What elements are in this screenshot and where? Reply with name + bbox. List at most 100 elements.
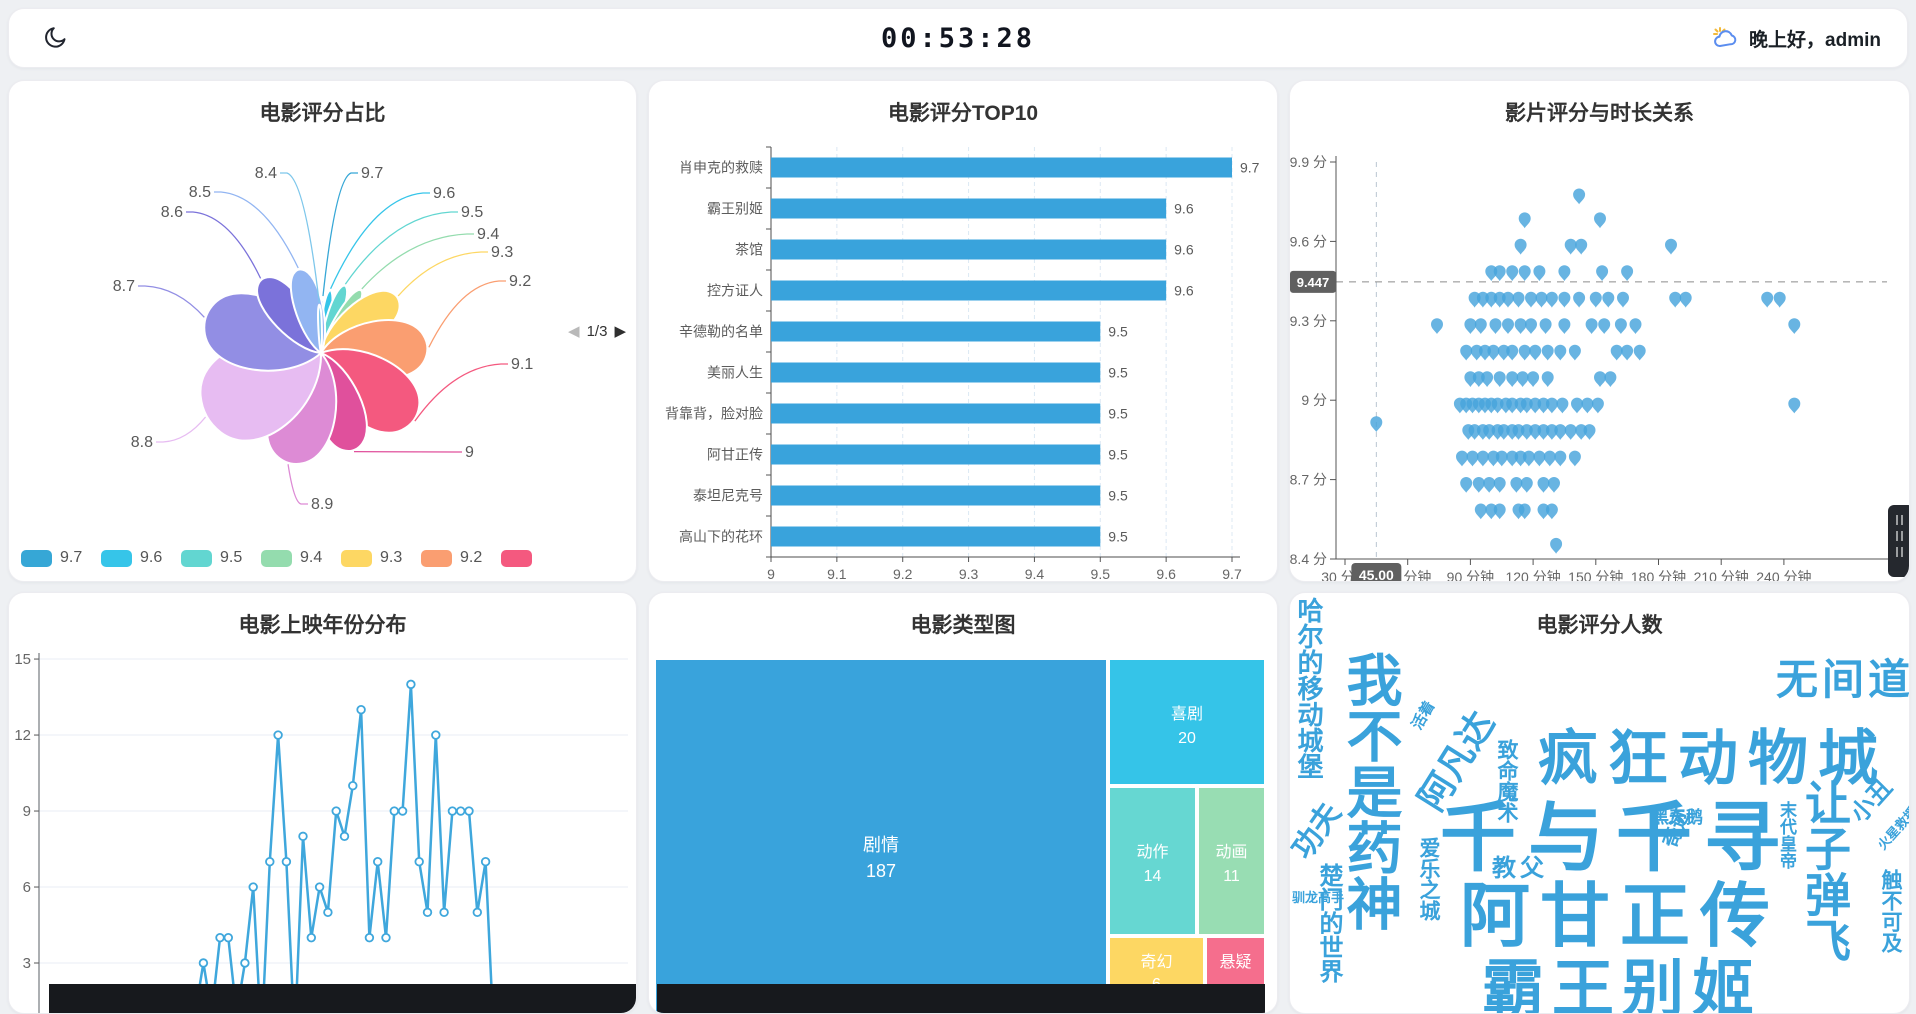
scatter-point[interactable] bbox=[1621, 265, 1633, 281]
scatter-point[interactable] bbox=[1506, 265, 1518, 281]
line-point[interactable] bbox=[332, 807, 340, 815]
rose-chart[interactable]: 9.79.69.59.49.39.29.198.98.88.78.68.58.4 bbox=[9, 81, 636, 581]
scatter-point[interactable] bbox=[1494, 504, 1506, 520]
line-point[interactable] bbox=[357, 706, 365, 714]
scatter-point[interactable] bbox=[1594, 212, 1606, 228]
scatter-point[interactable] bbox=[1519, 212, 1531, 228]
scatter-point[interactable] bbox=[1490, 318, 1502, 334]
scatter-point[interactable] bbox=[1565, 424, 1577, 440]
legend-swatch[interactable] bbox=[501, 550, 532, 567]
scatter-point[interactable] bbox=[1494, 265, 1506, 281]
legend-item[interactable]: 9.3 bbox=[341, 549, 407, 567]
scatter-point[interactable] bbox=[1519, 345, 1531, 361]
scatter-point[interactable] bbox=[1370, 416, 1382, 432]
line-point[interactable] bbox=[415, 858, 423, 866]
line-point[interactable] bbox=[440, 909, 448, 917]
line-point[interactable] bbox=[266, 858, 274, 866]
scatter-point[interactable] bbox=[1542, 345, 1554, 361]
data-zoom-bar[interactable] bbox=[49, 984, 636, 1013]
legend-swatch[interactable] bbox=[21, 550, 52, 567]
legend-item[interactable]: 9.7 bbox=[21, 549, 87, 567]
rating-count-wordcloud[interactable]: 哈尔的移动城堡功夫我不是药神活着阿凡达致命魔术疯狂动物城无间道千与千寻黑天鹅奇迹… bbox=[1290, 593, 1909, 1013]
bar[interactable] bbox=[771, 445, 1100, 465]
scatter-point[interactable] bbox=[1617, 292, 1629, 308]
scatter-point[interactable] bbox=[1431, 318, 1443, 334]
scatter-point[interactable] bbox=[1510, 477, 1522, 493]
scatter-point[interactable] bbox=[1602, 292, 1614, 308]
scatter-point[interactable] bbox=[1621, 345, 1633, 361]
scatter-point[interactable] bbox=[1554, 424, 1566, 440]
wordcloud-word[interactable]: 让子弹飞 bbox=[1802, 779, 1848, 963]
scatter-point[interactable] bbox=[1548, 477, 1560, 493]
line-point[interactable] bbox=[424, 909, 432, 917]
legend-swatch[interactable] bbox=[421, 550, 452, 567]
scatter-point[interactable] bbox=[1665, 239, 1677, 255]
scatter-point[interactable] bbox=[1573, 189, 1585, 205]
scatter-point[interactable] bbox=[1533, 265, 1545, 281]
wordcloud-word[interactable]: 我不是药神 bbox=[1342, 651, 1398, 931]
scatter-point[interactable] bbox=[1494, 371, 1506, 387]
scatter-point[interactable] bbox=[1604, 371, 1616, 387]
scatter-point[interactable] bbox=[1611, 345, 1623, 361]
wordcloud-word[interactable]: 无间道 bbox=[1776, 659, 1909, 701]
scatter-point[interactable] bbox=[1460, 477, 1472, 493]
scatter-point[interactable] bbox=[1456, 451, 1468, 467]
line-point[interactable] bbox=[449, 807, 457, 815]
scatter-point[interactable] bbox=[1481, 371, 1493, 387]
legend-item[interactable]: 9.5 bbox=[181, 549, 247, 567]
scatter-point[interactable] bbox=[1556, 398, 1568, 414]
scatter-point[interactable] bbox=[1586, 318, 1598, 334]
scatter-point[interactable] bbox=[1571, 398, 1583, 414]
scatter-point[interactable] bbox=[1575, 239, 1587, 255]
wordcloud-word[interactable]: 火星救援 bbox=[1875, 804, 1909, 851]
legend-swatch[interactable] bbox=[181, 550, 212, 567]
scatter-point[interactable] bbox=[1554, 345, 1566, 361]
line-point[interactable] bbox=[399, 807, 407, 815]
scatter-point[interactable] bbox=[1483, 477, 1495, 493]
scatter-point[interactable] bbox=[1669, 292, 1681, 308]
scatter-point[interactable] bbox=[1506, 345, 1518, 361]
legend-swatch[interactable] bbox=[101, 550, 132, 567]
scatter-point[interactable] bbox=[1540, 318, 1552, 334]
scatter-point[interactable] bbox=[1598, 318, 1610, 334]
wordcloud-word[interactable]: 阿甘正传 bbox=[1460, 881, 1780, 951]
scatter-point[interactable] bbox=[1788, 318, 1800, 334]
line-point[interactable] bbox=[366, 934, 374, 942]
bar[interactable] bbox=[771, 240, 1166, 260]
scatter-point[interactable] bbox=[1467, 451, 1479, 467]
wordcloud-word[interactable]: 末代皇帝 bbox=[1778, 801, 1795, 869]
scatter-point[interactable] bbox=[1523, 451, 1535, 467]
scatter-point[interactable] bbox=[1475, 318, 1487, 334]
scatter-point[interactable] bbox=[1565, 239, 1577, 255]
scatter-point[interactable] bbox=[1558, 265, 1570, 281]
bar[interactable] bbox=[771, 527, 1100, 547]
legend-item[interactable]: 9.2 bbox=[421, 549, 487, 567]
scatter-point[interactable] bbox=[1569, 345, 1581, 361]
line-point[interactable] bbox=[324, 909, 332, 917]
legend-item[interactable] bbox=[501, 550, 540, 567]
scatter-point[interactable] bbox=[1546, 504, 1558, 520]
scatter-point[interactable] bbox=[1519, 504, 1531, 520]
scatter-point[interactable] bbox=[1506, 371, 1518, 387]
genre-treemap[interactable]: 剧情187喜剧20动作14动画11奇幻6悬疑 bbox=[649, 593, 1277, 1013]
scatter-point[interactable] bbox=[1584, 424, 1596, 440]
wordcloud-word[interactable]: 霸王别姬 bbox=[1482, 959, 1762, 1013]
line-point[interactable] bbox=[474, 909, 482, 917]
data-zoom-slider[interactable] bbox=[1888, 505, 1909, 577]
line-point[interactable] bbox=[241, 959, 249, 967]
scatter-point[interactable] bbox=[1533, 451, 1545, 467]
scatter-point[interactable] bbox=[1538, 477, 1550, 493]
scatter-point[interactable] bbox=[1494, 477, 1506, 493]
wordcloud-word[interactable]: 爱乐之城 bbox=[1418, 837, 1439, 921]
scatter-point[interactable] bbox=[1525, 292, 1537, 308]
line-point[interactable] bbox=[374, 858, 382, 866]
scatter-point[interactable] bbox=[1550, 538, 1562, 554]
line-point[interactable] bbox=[482, 858, 490, 866]
scatter-point[interactable] bbox=[1521, 477, 1533, 493]
scatter-point[interactable] bbox=[1502, 318, 1514, 334]
scatter-point[interactable] bbox=[1527, 371, 1539, 387]
bar[interactable] bbox=[771, 404, 1100, 424]
